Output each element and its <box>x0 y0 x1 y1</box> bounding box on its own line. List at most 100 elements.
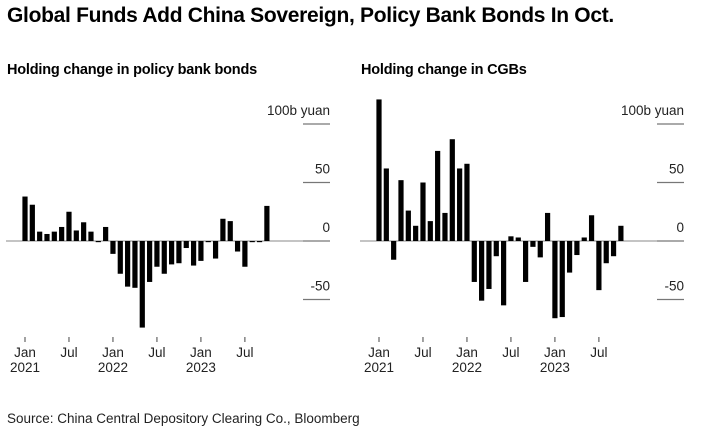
y-tick-label: 100b yuan <box>621 103 684 118</box>
bar-2021-02 <box>383 168 389 241</box>
bar-2021-10 <box>442 212 448 241</box>
bar-2023-07 <box>596 241 602 291</box>
x-tick-label: Jul <box>148 345 165 360</box>
chart-title-policy-bank: Holding change in policy bank bonds <box>7 62 257 78</box>
bar-2021-04 <box>398 180 404 241</box>
bar-2022-10 <box>530 241 536 247</box>
chart-title-cgbs: Holding change in CGBs <box>361 62 527 78</box>
bar-2021-07 <box>66 211 72 241</box>
x-tick-label: Jan <box>190 345 212 360</box>
bar-2021-06 <box>59 226 65 241</box>
bar-2023-02 <box>559 241 565 318</box>
bar-2021-06 <box>413 225 419 241</box>
bar-2022-09 <box>523 241 529 282</box>
bar-2023-08 <box>249 241 255 243</box>
bar-2023-04 <box>574 241 580 256</box>
bar-2022-10 <box>176 241 182 264</box>
y-tick-label: 0 <box>676 220 684 235</box>
y-tick-label: 50 <box>315 162 330 177</box>
bar-2021-11 <box>95 241 101 243</box>
bar-2022-01 <box>110 241 116 254</box>
bar-2023-02 <box>205 241 211 243</box>
bar-2021-09 <box>81 222 87 241</box>
bar-2022-03 <box>125 241 131 287</box>
bar-2022-09 <box>169 241 175 265</box>
bar-2022-11 <box>537 241 543 258</box>
x-tick-label: Jan <box>14 345 36 360</box>
bar-2022-06 <box>147 241 153 282</box>
bar-2023-10 <box>618 225 624 241</box>
x-tick-year-label: 2023 <box>186 360 216 375</box>
bar-2021-07 <box>420 182 426 241</box>
bar-2022-12 <box>190 241 197 266</box>
x-tick-label: Jul <box>502 345 519 360</box>
bar-2022-12 <box>544 212 551 241</box>
bar-2021-05 <box>51 231 57 241</box>
x-tick-label: Jan <box>456 345 478 360</box>
bar-2021-11 <box>449 139 455 241</box>
bar-2022-05 <box>493 241 499 257</box>
x-tick-label: Jul <box>414 345 431 360</box>
bar-2023-04 <box>220 218 226 241</box>
x-tick-label: Jan <box>102 345 124 360</box>
bar-2023-08 <box>603 241 609 264</box>
bar-2023-03 <box>212 241 219 259</box>
bar-2021-12 <box>103 226 109 241</box>
x-tick-year-label: 2021 <box>364 360 394 375</box>
bar-2022-02 <box>471 241 477 282</box>
x-tick-label: Jul <box>60 345 77 360</box>
y-tick-label: 0 <box>322 220 330 235</box>
x-tick-year-label: 2021 <box>10 360 40 375</box>
bar-2023-07 <box>242 241 248 267</box>
y-tick-label: -50 <box>664 279 684 294</box>
bar-2023-01 <box>198 241 204 261</box>
bar-2023-01 <box>552 241 558 319</box>
bar-2021-08 <box>427 221 433 241</box>
x-tick-year-label: 2022 <box>98 360 128 375</box>
bar-2022-04 <box>486 241 492 289</box>
bar-2022-11 <box>183 241 189 249</box>
x-tick-label: Jul <box>236 345 253 360</box>
page-title: Global Funds Add China Sovereign, Policy… <box>7 4 614 27</box>
y-tick-label: 100b yuan <box>267 103 330 118</box>
bar-2023-09 <box>256 241 263 243</box>
bar-2023-06 <box>234 241 241 252</box>
bar-2021-03 <box>391 241 397 260</box>
x-tick-year-label: 2022 <box>452 360 482 375</box>
bar-2021-12 <box>457 168 463 241</box>
bar-2021-01 <box>22 196 28 241</box>
bar-2022-04 <box>132 241 138 288</box>
x-tick-label: Jan <box>544 345 566 360</box>
x-tick-label: Jul <box>590 345 607 360</box>
bar-2022-08 <box>161 241 167 274</box>
bar-2022-06 <box>501 241 507 306</box>
x-tick-label: Jan <box>368 345 390 360</box>
bar-2022-05 <box>139 241 145 328</box>
bar-2022-07 <box>154 241 160 267</box>
bar-2023-10 <box>264 205 270 241</box>
bar-2022-03 <box>479 241 485 301</box>
bar-2021-01 <box>376 99 382 242</box>
x-tick-year-label: 2023 <box>540 360 570 375</box>
bar-2021-05 <box>405 210 411 241</box>
bar-2021-04 <box>44 233 50 241</box>
bar-2023-03 <box>566 241 573 273</box>
bar-2023-05 <box>581 237 587 241</box>
bar-2022-07 <box>508 236 514 241</box>
bar-2021-10 <box>88 231 94 241</box>
bar-2022-01 <box>464 163 470 241</box>
bar-2021-08 <box>73 230 79 241</box>
bar-2023-09 <box>610 241 617 257</box>
bar-2023-05 <box>227 221 233 241</box>
bar-2021-02 <box>29 204 35 241</box>
y-tick-label: 50 <box>669 162 684 177</box>
bar-2022-02 <box>117 241 123 274</box>
y-tick-label: -50 <box>310 279 330 294</box>
bar-2021-09 <box>435 150 441 241</box>
source-note: Source: China Central Depository Clearin… <box>7 411 360 426</box>
bar-2021-03 <box>37 231 43 241</box>
bar-2022-08 <box>515 237 521 241</box>
bar-2023-06 <box>588 215 595 241</box>
